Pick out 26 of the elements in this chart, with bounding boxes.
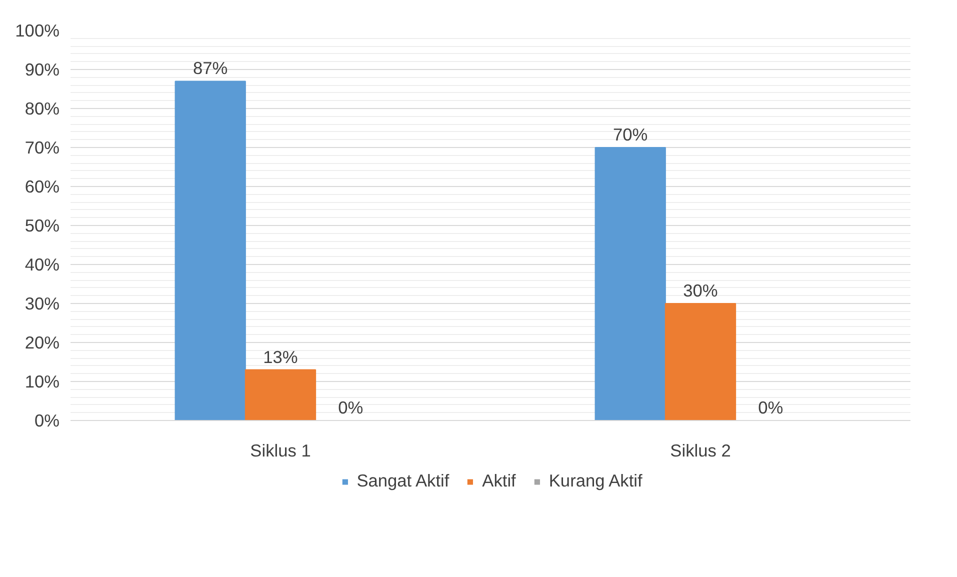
y-tick-label: 40%: [24, 254, 60, 274]
y-tick-label: 50%: [24, 216, 60, 236]
x-tick-label: Siklus 1: [250, 440, 311, 460]
y-tick-label: 90%: [24, 60, 60, 80]
bar: [174, 80, 246, 420]
bar: [594, 147, 666, 420]
data-label: 87%: [193, 58, 228, 78]
y-tick-label: 80%: [24, 98, 60, 118]
data-label: 0%: [758, 398, 784, 418]
legend-label: Sangat Aktif: [356, 470, 450, 492]
bar: [244, 369, 316, 420]
data-label: 0%: [338, 398, 364, 418]
x-tick-label: Siklus 2: [670, 440, 731, 460]
y-tick-label: 0%: [34, 410, 60, 430]
y-tick-label: 60%: [24, 176, 60, 196]
y-tick-label: 10%: [24, 372, 60, 392]
y-tick-label: 20%: [24, 332, 60, 352]
legend-label: Kurang Aktif: [548, 470, 642, 492]
y-tick-label: 30%: [24, 294, 60, 314]
data-label: 70%: [613, 124, 648, 144]
y-tick-label: 70%: [24, 138, 60, 158]
data-label: 30%: [683, 280, 718, 300]
legend-label: Aktif: [482, 470, 516, 492]
bar: [664, 303, 736, 420]
data-label: 13%: [263, 346, 298, 367]
y-tick-label: 100%: [15, 20, 60, 40]
